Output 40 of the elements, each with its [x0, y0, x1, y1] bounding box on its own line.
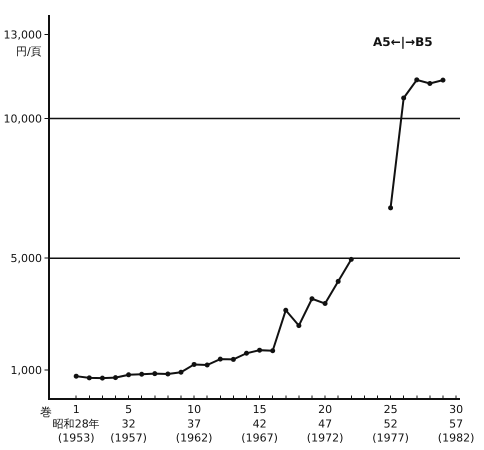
x-tick-label: 20 47 (1972): [306, 402, 344, 445]
point: [86, 375, 92, 380]
text: 巻: [40, 405, 52, 419]
point: [322, 301, 328, 306]
point: [178, 370, 184, 375]
point: [440, 78, 446, 83]
point: [126, 372, 132, 378]
y-tick-label: 10,000: [4, 112, 42, 126]
point: [336, 278, 341, 284]
x-tick-label: 1 昭和28年 (1953): [52, 402, 100, 445]
point: [244, 350, 249, 356]
point: [427, 80, 432, 86]
x-tick-label: 5 32 (1957): [110, 402, 147, 445]
x-tick-label: 10 37 (1962): [176, 402, 212, 445]
y-axis-title: 円/頁: [16, 45, 42, 58]
x-tick-label: 30 57 (1982): [438, 402, 474, 445]
x-tick-label: 15 42 (1967): [241, 402, 278, 445]
point: [139, 372, 144, 377]
point: [74, 374, 79, 379]
point: [113, 375, 118, 380]
point: [192, 362, 197, 367]
point: [270, 348, 276, 354]
point: [296, 323, 302, 328]
x-tick-label: 25 52 (1977): [372, 402, 409, 445]
point: [100, 376, 105, 381]
point: [283, 308, 288, 313]
annotation: A5←|→B5: [373, 35, 433, 49]
y-tick-label: 1,000: [10, 364, 42, 377]
point: [218, 356, 223, 362]
point: [414, 77, 420, 82]
point: [257, 348, 262, 353]
point: [230, 356, 236, 362]
point: [204, 362, 210, 368]
point: [401, 96, 406, 101]
point: [388, 205, 394, 210]
point: [152, 371, 158, 376]
point: [309, 296, 314, 302]
y-tick-label: 5,000: [10, 252, 42, 266]
y-tick-label: 13,000: [4, 28, 42, 42]
point: [165, 371, 170, 376]
